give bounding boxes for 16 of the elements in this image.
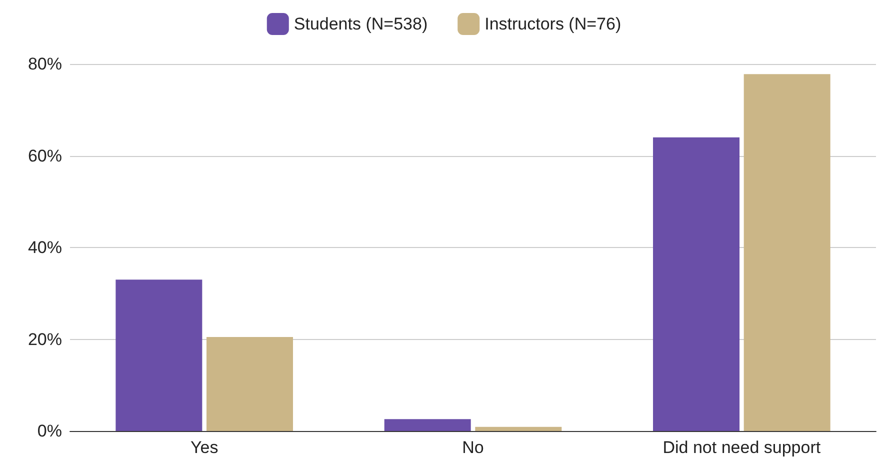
y-tick-label: 40% [28,238,62,257]
x-tick-label: No [462,438,484,457]
bar [116,280,202,431]
bar [206,336,293,431]
bar [475,426,562,431]
x-tick-label: Yes [190,438,218,457]
y-tick-label: 20% [28,330,62,349]
legend-label: Students (N=538) [294,14,428,34]
legend-label: Instructors (N=76) [484,14,622,34]
y-tick-label: 60% [28,146,62,166]
y-tick-label: 0% [37,422,62,440]
y-tick-label: 80% [28,54,62,74]
x-tick-label: Did not need support [662,438,821,457]
bar [653,137,740,431]
bar [744,74,830,431]
bar [384,419,471,431]
